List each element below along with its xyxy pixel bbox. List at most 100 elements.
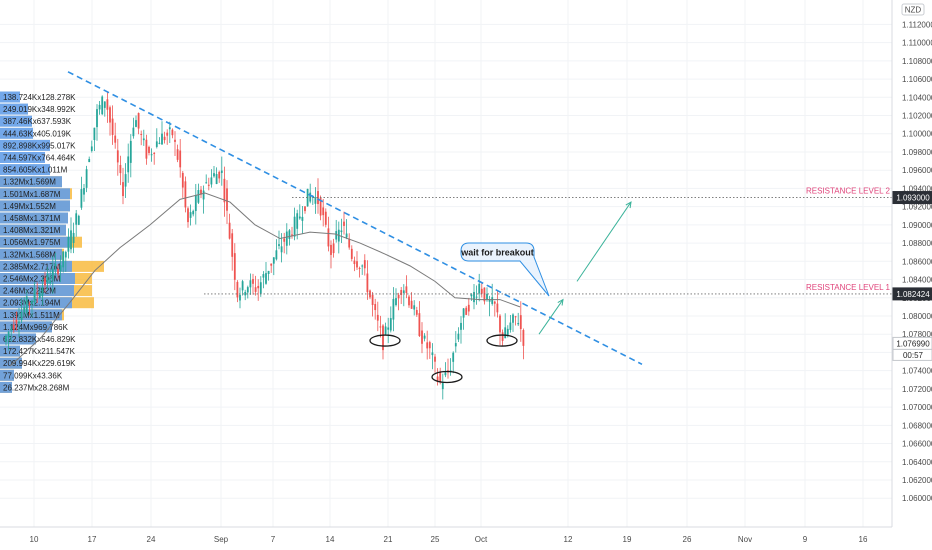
vp-label: 854.605Kx1.011M xyxy=(3,166,68,175)
candle xyxy=(415,306,418,317)
candle xyxy=(145,134,148,165)
volume-profile-row: 77.099Kx43.36K xyxy=(0,369,63,381)
candle-body xyxy=(426,342,429,349)
candle-body xyxy=(506,328,509,336)
candle xyxy=(358,266,361,278)
candle-body xyxy=(7,331,10,338)
candle xyxy=(452,351,455,374)
candle-body xyxy=(228,222,231,239)
y-tick-label: 1.070000 xyxy=(902,403,932,412)
candle-body xyxy=(116,150,119,163)
price-tag-box xyxy=(892,191,932,205)
candle xyxy=(77,214,80,226)
candle xyxy=(319,195,322,221)
candle-body xyxy=(501,332,504,341)
candle xyxy=(348,233,351,250)
volume-profile-row: 1.32Mx1.569M xyxy=(0,176,62,188)
candle-body xyxy=(473,291,475,303)
candle-body xyxy=(239,294,241,301)
candle xyxy=(426,330,429,360)
candle xyxy=(119,155,122,186)
candle-body xyxy=(46,273,49,284)
candle-body xyxy=(62,251,65,268)
candle-body xyxy=(220,170,223,173)
candle-body xyxy=(44,278,46,286)
candle-body xyxy=(335,231,338,240)
candle-body xyxy=(241,281,244,291)
x-tick-label: 26 xyxy=(683,535,692,544)
candle-body xyxy=(189,212,192,218)
x-tick-label: 25 xyxy=(431,535,440,544)
candle-body xyxy=(233,253,236,280)
price-tag-label: 1.082424 xyxy=(896,290,930,299)
y-tick-label: 1.092000 xyxy=(902,203,932,212)
candle xyxy=(272,257,275,276)
candle-body xyxy=(10,328,13,331)
vp-bar-buy xyxy=(0,91,20,103)
candle-body xyxy=(197,190,200,203)
candle xyxy=(41,277,44,306)
vp-bar-buy xyxy=(0,297,72,309)
candle-body xyxy=(101,96,104,115)
candle xyxy=(499,314,501,346)
candle-body xyxy=(31,300,33,304)
candle xyxy=(12,317,15,333)
vp-bar-buy xyxy=(0,139,50,151)
candle xyxy=(161,121,163,145)
candle-body xyxy=(392,298,395,320)
candle-body xyxy=(49,280,52,284)
callout-text: wait for breakout xyxy=(460,248,534,258)
price-tag-label: 1.076990 xyxy=(896,339,930,348)
candle xyxy=(18,307,20,338)
candle xyxy=(285,223,288,255)
candle-body xyxy=(405,286,408,293)
x-tick-label: 10 xyxy=(30,535,39,544)
candle xyxy=(392,287,395,332)
drawings: RESISTANCE LEVEL 2 RESISTANCE LEVEL 1 wait… xyxy=(67,71,892,384)
candle xyxy=(322,198,325,227)
candle xyxy=(259,276,262,297)
candle-body xyxy=(467,304,470,312)
x-tick-label: 12 xyxy=(564,535,573,544)
candle-body xyxy=(155,141,158,147)
volume-profile-row: 1.408Mx1.321M xyxy=(0,224,66,236)
candle xyxy=(441,373,444,400)
candle-body xyxy=(278,244,280,246)
candle xyxy=(54,253,57,276)
candle xyxy=(483,287,486,305)
candle-body xyxy=(223,178,226,203)
candle-body xyxy=(70,230,72,250)
candle xyxy=(5,334,7,346)
candle xyxy=(475,285,478,305)
x-tick-label: 17 xyxy=(88,535,97,544)
x-tick-label: Oct xyxy=(475,535,488,544)
candle xyxy=(449,358,452,376)
candle-body xyxy=(275,250,278,260)
candle xyxy=(265,262,267,285)
candle xyxy=(187,206,189,228)
candle xyxy=(402,284,405,307)
candle-body xyxy=(174,139,176,142)
candle-body xyxy=(72,232,75,243)
candle xyxy=(280,233,283,263)
candle xyxy=(428,340,431,359)
vp-label: 26.237Mx28.268M xyxy=(3,383,70,392)
candle xyxy=(400,287,403,305)
candle-body xyxy=(296,213,299,229)
candle-body xyxy=(103,101,106,108)
candle-body xyxy=(356,261,358,268)
candle-body xyxy=(124,174,127,187)
candle-body xyxy=(324,211,327,225)
candle xyxy=(62,251,65,273)
candle-body xyxy=(291,234,293,236)
y-tick-label: 1.110000 xyxy=(902,39,932,48)
candle-body xyxy=(475,296,478,298)
candle-body xyxy=(488,299,491,302)
candle-body xyxy=(478,283,481,294)
candle xyxy=(171,128,174,139)
x-tick-label: 24 xyxy=(147,535,156,544)
candle xyxy=(7,330,10,351)
candle-body xyxy=(176,149,179,160)
candle xyxy=(356,251,358,271)
